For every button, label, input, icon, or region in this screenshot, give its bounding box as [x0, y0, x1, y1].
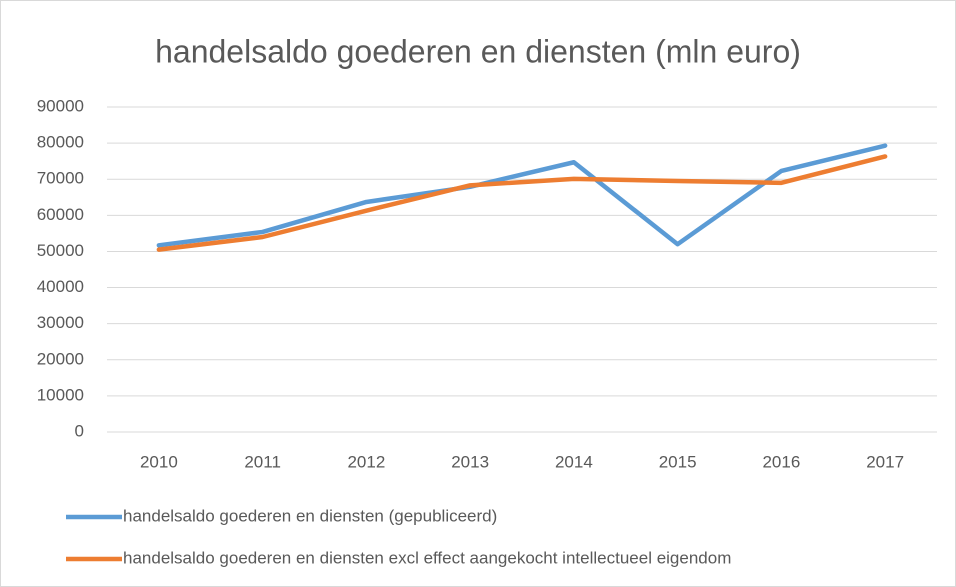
legend-label: handelsaldo goederen en diensten excl ef…	[123, 548, 731, 567]
x-tick-label: 2010	[140, 452, 178, 471]
x-tick-label: 2016	[762, 452, 800, 471]
x-tick-label: 2014	[555, 452, 593, 471]
y-tick-label: 90000	[37, 96, 84, 115]
x-tick-label: 2011	[244, 452, 281, 471]
y-tick-label: 20000	[37, 349, 84, 368]
y-tick-label: 40000	[37, 277, 84, 296]
data-line	[156, 154, 888, 252]
y-tick-label: 80000	[37, 133, 84, 152]
y-tick-label: 50000	[37, 241, 84, 260]
chart-title: handelsaldo goederen en diensten (mln eu…	[155, 33, 801, 69]
x-tick-label: 2017	[866, 452, 904, 471]
x-tick-label: 2013	[451, 452, 489, 471]
x-tick-label: 2012	[347, 452, 385, 471]
y-tick-label: 10000	[37, 385, 84, 404]
legend-label: handelsaldo goederen en diensten (gepubl…	[123, 506, 497, 525]
y-tick-label: 60000	[37, 205, 84, 224]
y-tick-label: 0	[75, 421, 84, 440]
y-tick-label: 70000	[37, 169, 84, 188]
y-tick-label: 30000	[37, 313, 84, 332]
x-tick-label: 2015	[659, 452, 697, 471]
